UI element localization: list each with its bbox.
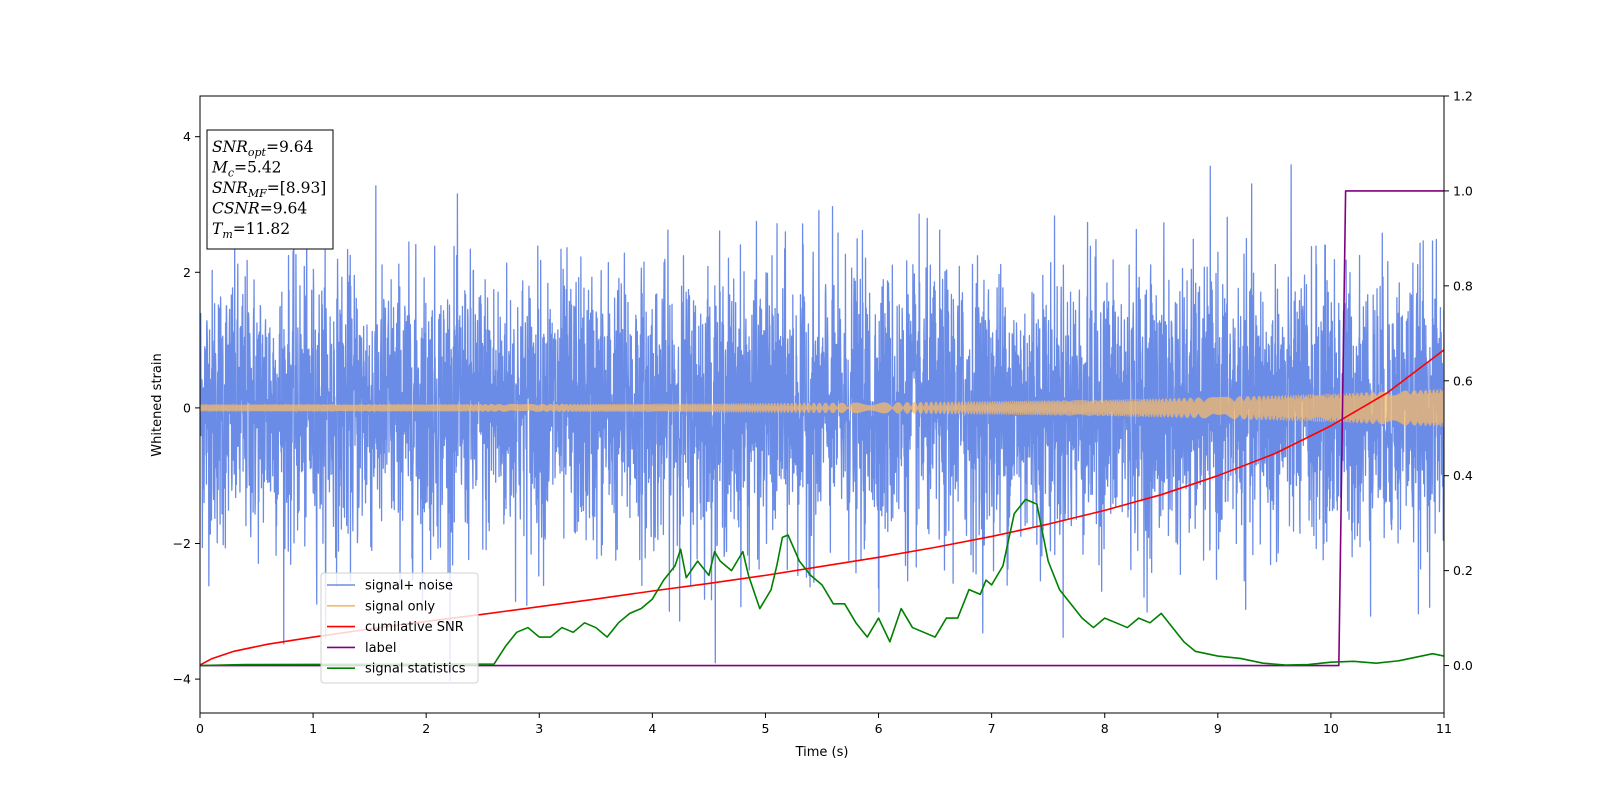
legend: signal+ noise signal only cumilative SNR la… bbox=[320, 572, 479, 684]
y2-tick-label: 0.0 bbox=[1453, 658, 1473, 673]
y-tick-label: −2 bbox=[173, 536, 191, 551]
x-tick-label: 8 bbox=[1101, 721, 1109, 736]
x-tick-label: 11 bbox=[1436, 721, 1452, 736]
x-tick-label: 9 bbox=[1214, 721, 1222, 736]
annotation-line: Mc=5.42 bbox=[211, 159, 282, 180]
x-tick-label: 5 bbox=[761, 721, 769, 736]
annotation-line: Tm=11.82 bbox=[212, 220, 290, 241]
y-tick-label: 0 bbox=[183, 400, 191, 415]
x-tick-label: 2 bbox=[422, 721, 430, 736]
y-tick-label: 2 bbox=[183, 265, 191, 280]
legend-entry: signal+ noise bbox=[365, 579, 453, 594]
legend-entry: cumilative SNR bbox=[365, 620, 464, 635]
y-axis-label: Whitened strain bbox=[150, 353, 165, 456]
y2-tick-label: 0.4 bbox=[1453, 468, 1473, 483]
x-tick-label: 6 bbox=[875, 721, 883, 736]
annotation-line: SNRMF=[8.93] bbox=[212, 179, 326, 200]
y2-tick-label: 0.6 bbox=[1453, 373, 1473, 388]
y-tick-label: 4 bbox=[183, 129, 191, 144]
series-signal-statistics-line bbox=[200, 498, 1444, 667]
legend-entry: signal statistics bbox=[365, 662, 466, 677]
y-tick-label: −4 bbox=[173, 672, 191, 687]
annotation-line: CSNR=9.64 bbox=[212, 200, 307, 218]
x-tick-label: 10 bbox=[1323, 721, 1339, 736]
x-tick-label: 7 bbox=[988, 721, 996, 736]
legend-entry: signal only bbox=[365, 599, 435, 614]
legend-frame bbox=[320, 572, 479, 684]
plot-area bbox=[200, 164, 1444, 682]
series-label-line bbox=[200, 190, 1444, 667]
x-axis-label: Time (s) bbox=[795, 745, 849, 760]
axes-ticks: 0 1 2 3 4 5 6 7 8 9 10 11 −4 −2 0 2 4 0.0 0.2 0.4 0.6 0.8 1.0 1… bbox=[173, 89, 1473, 737]
legend-entry: label bbox=[365, 641, 396, 656]
y2-tick-label: 0.8 bbox=[1453, 278, 1473, 293]
annotation-frame bbox=[206, 129, 334, 250]
annotation-line: SNRopt=9.64 bbox=[212, 138, 314, 159]
x-tick-label: 3 bbox=[535, 721, 543, 736]
y2-tick-label: 1.2 bbox=[1453, 89, 1473, 104]
y2-tick-label: 1.0 bbox=[1453, 183, 1473, 198]
x-tick-label: 4 bbox=[648, 721, 656, 736]
y2-tick-label: 0.2 bbox=[1453, 563, 1473, 578]
x-tick-label: 0 bbox=[196, 721, 204, 736]
x-tick-label: 1 bbox=[309, 721, 317, 736]
series-signal-only-line bbox=[200, 389, 1444, 427]
plot-frame bbox=[199, 95, 1445, 714]
series-cumulative-snr-line bbox=[200, 349, 1444, 666]
